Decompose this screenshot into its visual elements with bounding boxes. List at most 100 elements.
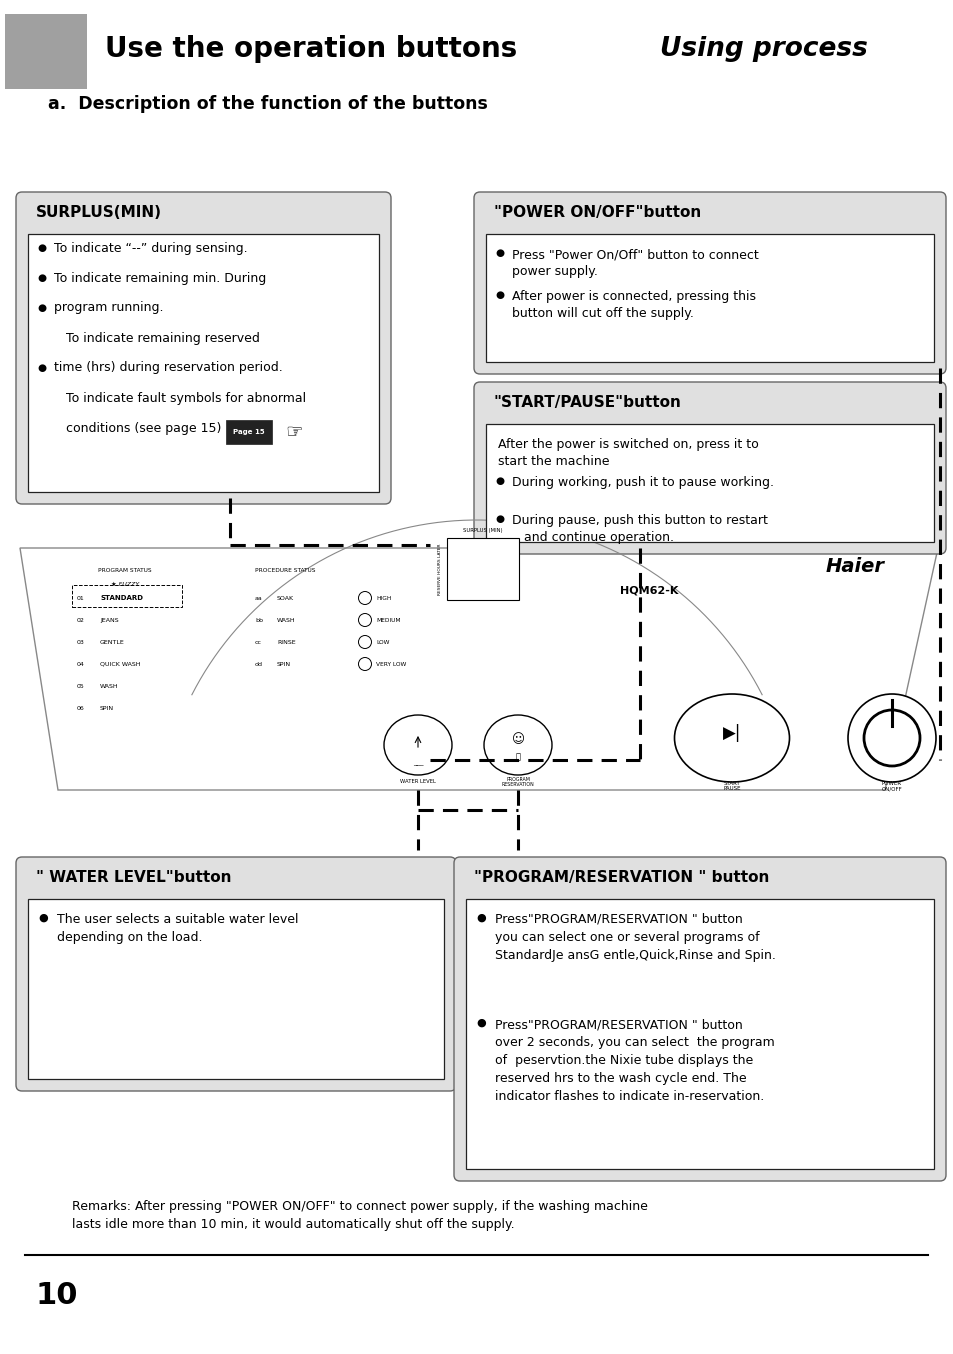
FancyBboxPatch shape: [28, 234, 378, 492]
FancyBboxPatch shape: [226, 420, 272, 444]
FancyBboxPatch shape: [454, 857, 945, 1181]
Text: To indicate fault symbols for abnormal: To indicate fault symbols for abnormal: [54, 391, 306, 405]
Text: SPIN: SPIN: [100, 705, 114, 711]
Text: Page 15: Page 15: [233, 429, 265, 435]
FancyBboxPatch shape: [474, 382, 945, 554]
FancyBboxPatch shape: [485, 424, 933, 542]
Text: To indicate remaining min. During: To indicate remaining min. During: [54, 272, 266, 284]
Text: Press "Power On/Off" button to connect
power supply.: Press "Power On/Off" button to connect p…: [512, 248, 758, 278]
Text: program running.: program running.: [54, 302, 163, 314]
Text: SOAK: SOAK: [276, 596, 294, 601]
Text: ☞: ☞: [285, 422, 302, 441]
Polygon shape: [20, 548, 937, 789]
FancyBboxPatch shape: [485, 234, 933, 362]
Text: ●: ●: [37, 363, 46, 372]
Text: ●: ●: [495, 477, 503, 486]
Text: After the power is switched on, press it to
start the machine: After the power is switched on, press it…: [497, 437, 758, 468]
Text: 10: 10: [35, 1281, 77, 1309]
Circle shape: [847, 695, 935, 783]
Text: SURPLUS(MIN): SURPLUS(MIN): [36, 204, 162, 219]
Text: a.  Description of the function of the buttons: a. Description of the function of the bu…: [48, 95, 487, 112]
Text: ●: ●: [38, 913, 48, 923]
Text: Haier: Haier: [825, 556, 884, 575]
FancyBboxPatch shape: [447, 538, 518, 600]
Text: time (hrs) during reservation period.: time (hrs) during reservation period.: [54, 362, 282, 375]
Text: ●: ●: [495, 248, 503, 259]
Text: VERY LOW: VERY LOW: [375, 662, 406, 666]
Text: During working, push it to pause working.: During working, push it to pause working…: [512, 477, 773, 489]
Text: conditions (see page 15): conditions (see page 15): [54, 421, 221, 435]
FancyBboxPatch shape: [16, 192, 391, 504]
Text: RINSE: RINSE: [276, 639, 295, 645]
Text: 05: 05: [77, 684, 85, 688]
FancyBboxPatch shape: [28, 899, 443, 1079]
Text: MEDIUM: MEDIUM: [375, 617, 400, 623]
Text: ▶|: ▶|: [722, 724, 740, 742]
Text: JEANS: JEANS: [100, 617, 118, 623]
Text: ⧖: ⧖: [515, 753, 520, 761]
Text: 06: 06: [77, 705, 85, 711]
Text: PROGRAM
RESERVATION: PROGRAM RESERVATION: [501, 777, 534, 788]
Text: HIGH: HIGH: [375, 596, 391, 601]
Text: LOW: LOW: [375, 639, 389, 645]
Text: Press"PROGRAM/RESERVATION " button
you can select one or several programs of
Sta: Press"PROGRAM/RESERVATION " button you c…: [495, 913, 775, 961]
Text: 04: 04: [77, 662, 85, 666]
Text: Use the operation buttons: Use the operation buttons: [105, 35, 517, 64]
Text: ★ FUZZY: ★ FUZZY: [111, 582, 139, 588]
Circle shape: [358, 613, 371, 627]
Text: The user selects a suitable water level
depending on the load.: The user selects a suitable water level …: [57, 913, 298, 944]
Text: QUICK WASH: QUICK WASH: [100, 662, 140, 666]
Text: START
PAUSE: START PAUSE: [722, 781, 740, 791]
Text: SPIN: SPIN: [276, 662, 291, 666]
Text: To indicate remaining reserved: To indicate remaining reserved: [54, 332, 259, 344]
Text: ●: ●: [476, 1018, 485, 1028]
Text: Press"PROGRAM/RESERVATION " button
over 2 seconds, you can select  the program
o: Press"PROGRAM/RESERVATION " button over …: [495, 1018, 774, 1104]
Circle shape: [358, 635, 371, 649]
Text: ●: ●: [476, 913, 485, 923]
FancyBboxPatch shape: [5, 14, 87, 89]
Ellipse shape: [674, 695, 789, 783]
Text: WASH: WASH: [100, 684, 118, 688]
Text: 02: 02: [77, 617, 85, 623]
Text: 01: 01: [77, 596, 85, 601]
Text: ●: ●: [495, 290, 503, 301]
Text: "START/PAUSE"button: "START/PAUSE"button: [494, 395, 681, 410]
Text: "POWER ON/OFF"button: "POWER ON/OFF"button: [494, 204, 700, 219]
Text: STANDARD: STANDARD: [100, 594, 143, 601]
Text: ●: ●: [37, 274, 46, 283]
Text: ●: ●: [495, 515, 503, 524]
Text: aa: aa: [254, 596, 262, 601]
FancyBboxPatch shape: [474, 192, 945, 374]
Text: WATER LEVEL: WATER LEVEL: [399, 780, 436, 784]
Circle shape: [358, 592, 371, 604]
Text: Using process: Using process: [659, 37, 867, 62]
Circle shape: [863, 709, 919, 766]
Text: SURPLUS (MIN): SURPLUS (MIN): [463, 528, 502, 533]
Text: Remarks: After pressing "POWER ON/OFF" to connect power supply, if the washing m: Remarks: After pressing "POWER ON/OFF" t…: [71, 1200, 647, 1231]
Text: HQM62-K: HQM62-K: [619, 585, 678, 594]
Circle shape: [358, 658, 371, 670]
FancyBboxPatch shape: [465, 899, 933, 1169]
Text: ●: ●: [37, 303, 46, 313]
Text: PROGRAM STATUS: PROGRAM STATUS: [98, 567, 152, 573]
Text: WASH: WASH: [276, 617, 295, 623]
Text: After power is connected, pressing this
button will cut off the supply.: After power is connected, pressing this …: [512, 290, 755, 320]
Ellipse shape: [483, 715, 552, 774]
Text: To indicate “--” during sensing.: To indicate “--” during sensing.: [54, 241, 248, 255]
Text: During pause, push this button to restart
   and continue operation.: During pause, push this button to restar…: [512, 515, 767, 544]
Text: POWER
ON/OFF: POWER ON/OFF: [881, 781, 902, 791]
Text: ☺: ☺: [511, 734, 524, 746]
Text: 03: 03: [77, 639, 85, 645]
FancyBboxPatch shape: [16, 857, 456, 1091]
Text: dd: dd: [254, 662, 263, 666]
Text: bb: bb: [254, 617, 263, 623]
Text: RESERVE HOURS LATER: RESERVE HOURS LATER: [437, 543, 441, 594]
Text: ●: ●: [37, 242, 46, 253]
Text: GENTLE: GENTLE: [100, 639, 125, 645]
Text: ___: ___: [413, 760, 423, 766]
Text: "PROGRAM/RESERVATION " button: "PROGRAM/RESERVATION " button: [474, 871, 768, 886]
Text: " WATER LEVEL"button: " WATER LEVEL"button: [36, 871, 232, 886]
Text: PROCEDURE STATUS: PROCEDURE STATUS: [254, 567, 314, 573]
Text: cc: cc: [254, 639, 262, 645]
Ellipse shape: [384, 715, 452, 774]
